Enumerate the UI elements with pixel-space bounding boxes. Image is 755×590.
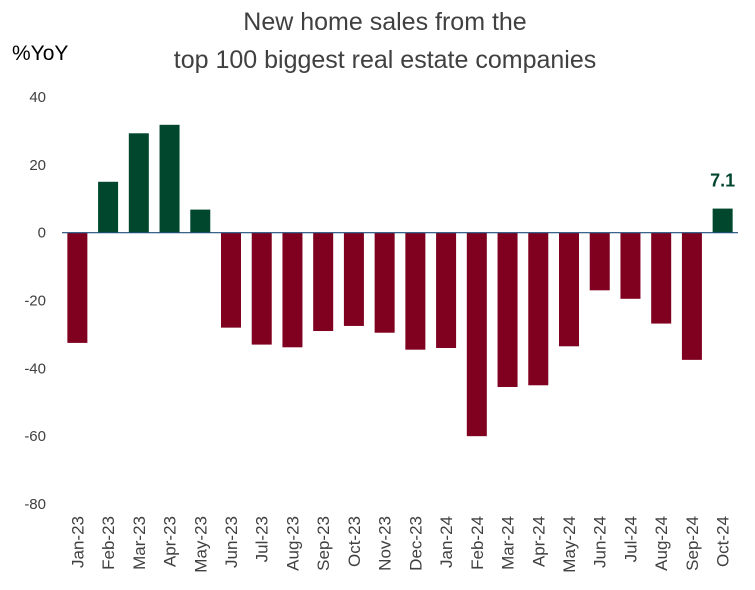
bar-mar-24: [497, 232, 518, 387]
bar-mar-23: [128, 133, 149, 233]
bar-jul-23: [251, 232, 272, 345]
data-label: 7.1: [710, 171, 735, 191]
y-tick-label: -80: [24, 496, 46, 513]
bar-dec-23: [405, 232, 426, 350]
bar-jan-23: [67, 232, 88, 343]
bar-jul-24: [620, 232, 641, 299]
x-tick-label: Oct-24: [714, 516, 733, 567]
bar-oct-23: [343, 232, 364, 326]
bar-aug-23: [282, 232, 303, 348]
y-tick-label: -20: [24, 293, 46, 310]
y-tick-labels: 40 20 0 -20 -40 -60 -80: [24, 89, 46, 513]
x-tick-label: Oct-23: [345, 516, 364, 567]
y-tick-label: -60: [24, 428, 46, 445]
chart-title-line-1: New home sales from the: [243, 8, 526, 36]
annotations: 7.1: [710, 171, 735, 191]
x-tick-label: Jan-23: [68, 516, 87, 568]
bar-nov-23: [374, 232, 395, 333]
y-tick-label: 40: [29, 89, 46, 106]
bar-jun-23: [221, 232, 241, 328]
bar-jun-24: [589, 232, 610, 291]
x-tick-label: Mar-23: [130, 516, 149, 570]
bar-aug-24: [651, 232, 672, 324]
x-tick-label: Jun-23: [222, 516, 241, 568]
x-tick-label: Dec-23: [406, 516, 425, 571]
y-tick-label: -40: [24, 360, 46, 377]
bar-sep-23: [313, 232, 334, 332]
x-tick-label: May-24: [560, 516, 579, 573]
bar-feb-23: [98, 181, 119, 233]
x-tick-label: Aug-23: [283, 516, 302, 571]
bar-apr-23: [159, 124, 180, 233]
x-tick-label: Jan-24: [437, 516, 456, 568]
bars: [67, 124, 733, 437]
bar-feb-24: [466, 232, 487, 437]
bar-jan-24: [436, 232, 457, 348]
x-tick-labels: Jan-23 Feb-23 Mar-23 Apr-23 May-23 Jun-23 Jul-…: [68, 516, 732, 573]
bar-oct-24: [712, 208, 733, 233]
bar-sep-24: [681, 232, 702, 360]
chart-title-line-2: top 100 biggest real estate companies: [174, 46, 597, 74]
x-tick-label: Nov-23: [376, 516, 395, 571]
x-tick-label: Feb-23: [99, 516, 118, 570]
x-tick-label: Jun-24: [591, 516, 610, 568]
y-tick-label: 20: [29, 157, 46, 174]
y-axis-label: %YoY: [12, 42, 68, 65]
x-tick-label: Sep-24: [683, 516, 702, 571]
x-tick-label: May-23: [191, 516, 210, 573]
x-tick-label: Apr-24: [529, 516, 548, 567]
bar-may-24: [559, 232, 579, 347]
bar-apr-24: [528, 232, 549, 386]
x-tick-label: Jul-24: [621, 516, 640, 562]
x-tick-label: Mar-24: [499, 516, 518, 570]
bar-may-23: [190, 209, 211, 233]
y-tick-label: 0: [38, 225, 46, 242]
x-tick-label: Apr-23: [161, 516, 180, 567]
x-tick-label: Sep-23: [314, 516, 333, 571]
x-tick-label: Jul-23: [253, 516, 272, 562]
x-tick-label: Aug-24: [652, 516, 671, 571]
x-tick-label: Feb-24: [468, 516, 487, 570]
